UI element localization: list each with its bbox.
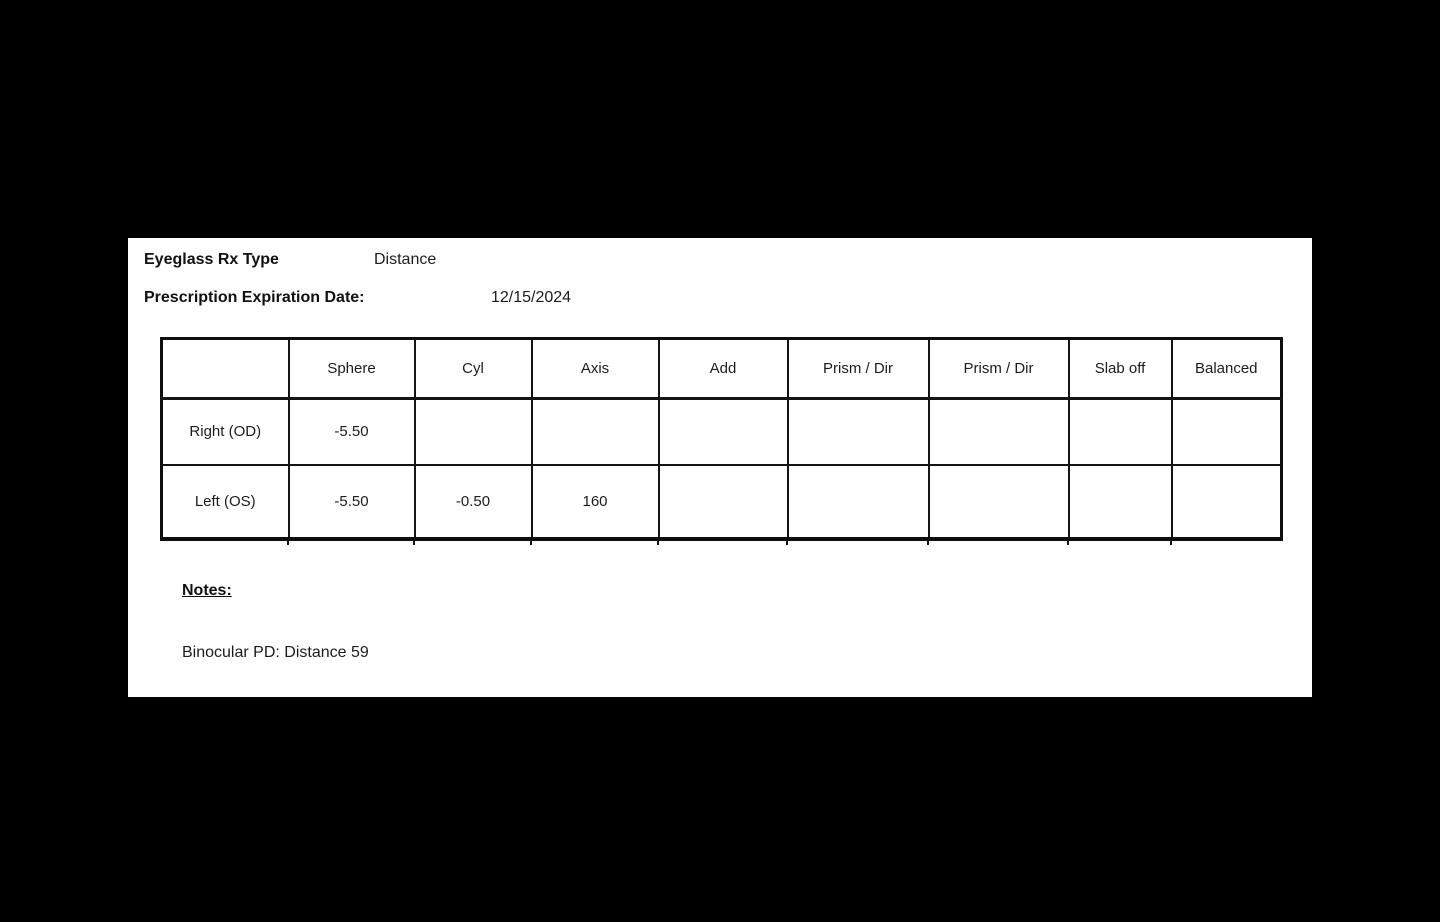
column-line-stub — [530, 539, 532, 545]
rx-type-line: Eyeglass Rx Type Distance — [128, 251, 1312, 269]
expiration-date-line: Prescription Expiration Date: 12/15/2024 — [128, 289, 1312, 307]
column-line-stub — [413, 539, 415, 545]
column-line-stub — [1170, 539, 1172, 545]
column-line-stub — [927, 539, 929, 545]
column-header-prism-dir-2: Prism / Dir — [927, 337, 1070, 400]
table-row-left-os: Left (OS) -5.50 -0.50 160 — [160, 463, 1283, 540]
column-header-axis: Axis — [530, 337, 660, 400]
column-header-slab-off: Slab off — [1067, 337, 1173, 400]
column-header-add: Add — [657, 337, 789, 400]
column-header-eye — [160, 337, 290, 400]
cell-right-balanced — [1170, 397, 1283, 466]
cell-right-add — [657, 397, 789, 466]
cell-left-prism-dir-1 — [786, 463, 930, 540]
cell-right-sphere: -5.50 — [287, 397, 416, 466]
cell-right-prism-dir-1 — [786, 397, 930, 466]
cell-left-balanced — [1170, 463, 1283, 540]
rx-type-label: Eyeglass Rx Type — [144, 251, 279, 268]
expiration-date-value: 12/15/2024 — [491, 289, 572, 306]
notes-body: Binocular PD: Distance 59 — [182, 644, 369, 661]
table-wrapper: Sphere Cyl Axis Add Prism / Dir Prism / … — [160, 337, 1283, 545]
row-label-left-os: Left (OS) — [160, 463, 290, 540]
cell-right-prism-dir-2 — [927, 397, 1070, 466]
column-header-balanced: Balanced — [1170, 337, 1283, 400]
cell-left-axis: 160 — [530, 463, 660, 540]
cell-right-cyl — [413, 397, 533, 466]
prescription-table: Sphere Cyl Axis Add Prism / Dir Prism / … — [160, 337, 1283, 541]
expiration-date-label: Prescription Expiration Date: — [144, 289, 365, 306]
rx-type-value: Distance — [374, 251, 437, 268]
notes-heading: Notes: — [182, 582, 232, 599]
column-header-cyl: Cyl — [413, 337, 533, 400]
cell-left-slab-off — [1067, 463, 1173, 540]
column-header-prism-dir-1: Prism / Dir — [786, 337, 930, 400]
cell-left-sphere: -5.50 — [287, 463, 416, 540]
row-label-right-od: Right (OD) — [160, 397, 290, 466]
column-line-stub — [786, 539, 788, 545]
column-line-stub — [657, 539, 659, 545]
cell-right-axis — [530, 397, 660, 466]
cell-left-prism-dir-2 — [927, 463, 1070, 540]
column-header-sphere: Sphere — [287, 337, 416, 400]
prescription-document: Eyeglass Rx Type Distance Prescription E… — [128, 238, 1312, 697]
table-row-right-od: Right (OD) -5.50 — [160, 397, 1283, 466]
cell-left-add — [657, 463, 789, 540]
cell-left-cyl: -0.50 — [413, 463, 533, 540]
table-header-row: Sphere Cyl Axis Add Prism / Dir Prism / … — [160, 337, 1283, 400]
column-line-stub — [1067, 539, 1069, 545]
column-line-stub — [287, 539, 289, 545]
cell-right-slab-off — [1067, 397, 1173, 466]
